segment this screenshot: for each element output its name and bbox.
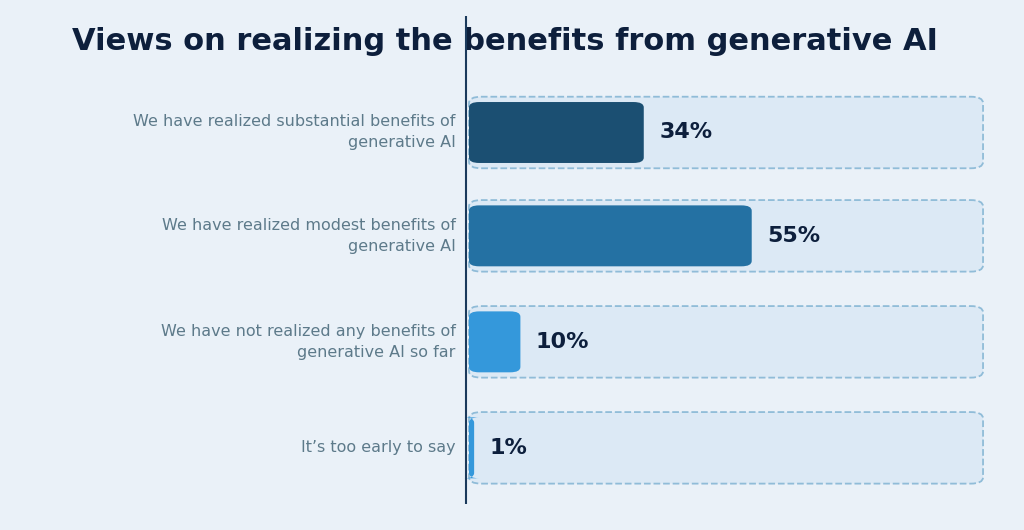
FancyBboxPatch shape xyxy=(469,205,752,266)
Text: It’s too early to say: It’s too early to say xyxy=(301,440,456,455)
Text: We have realized substantial benefits of
generative AI: We have realized substantial benefits of… xyxy=(133,114,456,151)
Text: We have realized modest benefits of
generative AI: We have realized modest benefits of gene… xyxy=(162,218,456,254)
Text: 34%: 34% xyxy=(659,122,713,143)
FancyBboxPatch shape xyxy=(469,306,983,377)
FancyBboxPatch shape xyxy=(469,96,983,169)
Text: Views on realizing the benefits from generative AI: Views on realizing the benefits from gen… xyxy=(72,26,938,56)
Text: 1%: 1% xyxy=(489,438,527,458)
FancyBboxPatch shape xyxy=(469,412,983,483)
Text: 10%: 10% xyxy=(536,332,589,352)
FancyBboxPatch shape xyxy=(469,102,644,163)
Text: We have not realized any benefits of
generative AI so far: We have not realized any benefits of gen… xyxy=(161,324,456,360)
FancyBboxPatch shape xyxy=(464,418,479,478)
Text: 55%: 55% xyxy=(767,226,820,246)
FancyBboxPatch shape xyxy=(469,312,520,372)
FancyBboxPatch shape xyxy=(469,200,983,271)
